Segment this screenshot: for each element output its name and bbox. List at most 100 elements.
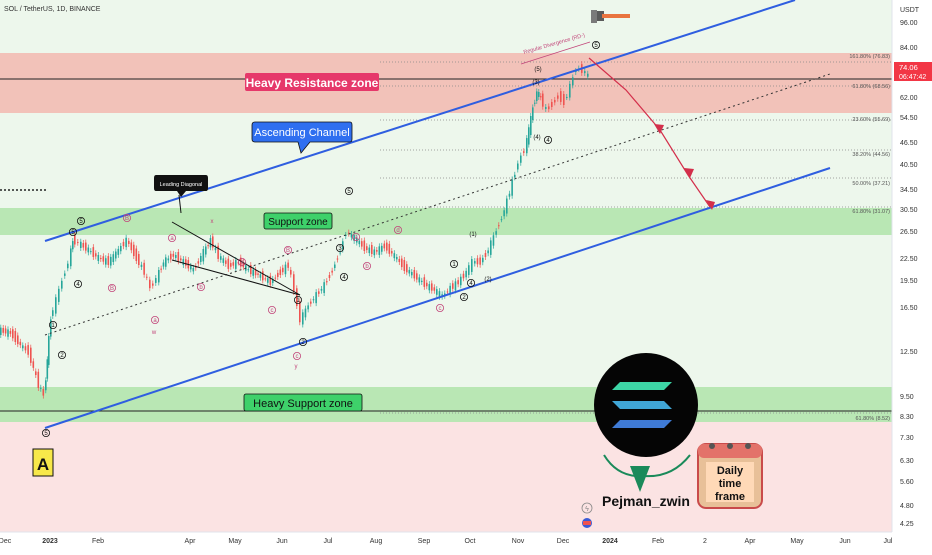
candle-body — [336, 258, 339, 260]
wave-marker-label: (2) — [484, 277, 491, 283]
projection-arrow-2 — [684, 168, 694, 178]
time-axis-label: May — [228, 538, 242, 545]
price-tick-label: 30.50 — [900, 207, 918, 214]
price-tick-label: 96.00 — [900, 20, 918, 27]
candle-body — [277, 272, 279, 277]
candle-body — [200, 255, 202, 262]
wave-marker-circle — [108, 283, 117, 292]
wave-marker-circle — [283, 245, 292, 254]
candle-body — [27, 345, 29, 355]
badge-line-2: time — [719, 478, 742, 490]
channel-upper-line[interactable] — [44, 0, 796, 242]
candle-body — [363, 240, 366, 251]
candle-body — [318, 291, 320, 294]
candle-body — [454, 281, 457, 291]
candle-body — [328, 275, 331, 278]
candle-body — [92, 247, 95, 257]
wave-marker-label: a — [354, 235, 358, 241]
wave-marker-circle — [267, 305, 276, 314]
wave-marker-label: B — [286, 248, 290, 254]
projection-arrow-3 — [706, 200, 715, 210]
wave-marker-label: c — [296, 354, 299, 360]
leading-diagonal-pointer — [178, 194, 182, 214]
candle-body — [4, 328, 7, 334]
channel-lower-line[interactable] — [44, 167, 831, 429]
heavy-support-label-bg — [243, 393, 363, 412]
wave-marker-label: 4 — [342, 275, 346, 281]
wave-marker-label: 5 — [594, 43, 598, 49]
wave-marker-circle — [237, 257, 246, 266]
candle-body — [165, 257, 167, 267]
candle-body — [557, 95, 559, 99]
candle-body — [122, 241, 125, 247]
candle-body — [572, 77, 574, 86]
price-tick-label: 19.50 — [900, 278, 918, 285]
countdown: 06:47:42 — [899, 74, 926, 81]
wave-marker-label: (3) — [532, 80, 539, 86]
fib-level-label: 23.60% (55.69) — [852, 117, 890, 123]
candle-body — [393, 253, 396, 259]
candle-body — [259, 274, 262, 278]
candle-body — [192, 267, 195, 272]
candle-body — [48, 336, 50, 365]
time-axis-label: Dec — [0, 538, 12, 545]
current-price: 74.06 — [899, 63, 918, 72]
candle-body — [250, 265, 252, 275]
price-tick-label: 4.25 — [900, 521, 914, 528]
candle-body — [112, 254, 115, 263]
price-tick-label: 46.50 — [900, 140, 918, 147]
candle-body — [376, 250, 378, 252]
candle-body — [167, 258, 170, 261]
candle-body — [498, 225, 500, 227]
time-axis-label: Jun — [839, 538, 850, 545]
price-tick-label: 9.50 — [900, 394, 914, 401]
wave-marker-label: 5 — [347, 189, 351, 195]
author-name: Pejman_zwin — [602, 493, 690, 509]
candle-body — [247, 269, 250, 271]
fib-level-label: 61.80% (31.07) — [852, 209, 890, 215]
candle-body — [373, 249, 376, 256]
candle-body — [252, 269, 254, 276]
candle-body — [214, 247, 217, 251]
candle-body — [304, 308, 307, 318]
lightning-icon[interactable] — [581, 502, 593, 514]
lightning-glyph: ϟ — [585, 506, 589, 513]
candle-body — [396, 256, 398, 260]
candle-body — [149, 279, 151, 289]
candle-body — [87, 247, 90, 253]
candle-body — [125, 237, 127, 248]
candle-body — [296, 288, 298, 307]
candle-body — [388, 243, 391, 254]
candle-body — [293, 274, 295, 292]
candle-body — [386, 242, 388, 251]
support-zone — [0, 208, 892, 235]
candle-body — [180, 258, 182, 261]
candle-body — [584, 71, 586, 74]
current-price-badge — [894, 62, 932, 81]
candle-body — [175, 254, 177, 258]
candle-body — [128, 240, 130, 244]
wave-marker-circle — [344, 186, 353, 195]
candle-body — [9, 331, 12, 334]
candle-body — [257, 273, 259, 275]
price-tick-label: 62.00 — [900, 95, 918, 102]
chart-title: SOL / TetherUS, 1D, BINANCE — [4, 6, 101, 13]
price-tick-label: 5.60 — [900, 479, 914, 486]
candle-body — [312, 299, 315, 301]
heavy-resistance-label: Heavy Resistance zone — [246, 76, 379, 90]
wave-marker-circle — [466, 278, 475, 287]
candle-body — [350, 233, 353, 238]
projection-arrow-1 — [654, 124, 664, 134]
time-axis-label: Sep — [418, 538, 431, 545]
candle-body — [383, 243, 386, 249]
candle-body — [575, 70, 577, 73]
candle-body — [563, 94, 565, 105]
candle-body — [495, 231, 497, 235]
time-axis-label: Oct — [465, 538, 476, 545]
candle-body — [212, 236, 214, 248]
candle-body — [2, 327, 4, 333]
candle-body — [269, 275, 272, 285]
wave-marker-circle — [196, 282, 205, 291]
